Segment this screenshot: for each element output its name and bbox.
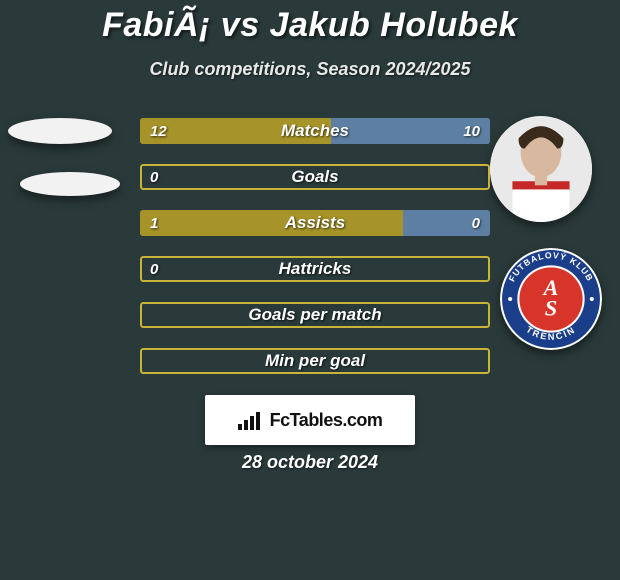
player-left-avatar-placeholder-1	[8, 118, 112, 144]
stat-value-right: 0	[462, 210, 490, 236]
stat-row: Min per goal	[140, 348, 490, 374]
brand-signal-icon	[238, 410, 264, 430]
stat-label: Min per goal	[140, 348, 490, 374]
stat-value-left: 0	[140, 164, 168, 190]
stat-value-left: 12	[140, 118, 177, 144]
badge-icon: A S FUTBALOVÝ KLUB TRENČÍN	[500, 248, 602, 350]
stat-row: Goals0	[140, 164, 490, 190]
stat-label: Assists	[140, 210, 490, 236]
page-subtitle: Club competitions, Season 2024/2025	[0, 59, 620, 80]
stat-bars: Matches1210Goals0Assists10Hattricks0Goal…	[140, 118, 490, 394]
stat-row: Assists1 0	[140, 210, 490, 236]
stat-value-right: 10	[453, 118, 490, 144]
stat-row: Goals per match	[140, 302, 490, 328]
stat-label: Goals	[140, 164, 490, 190]
player-left-avatar-placeholder-2	[20, 172, 120, 196]
brand-text: FcTables.com	[270, 410, 383, 431]
player-right-avatar	[490, 116, 592, 222]
stat-value-left: 1	[140, 210, 168, 236]
stat-row: Hattricks0	[140, 256, 490, 282]
avatar-icon	[490, 116, 592, 222]
stat-label: Matches	[140, 118, 490, 144]
stat-label: Hattricks	[140, 256, 490, 282]
stat-label: Goals per match	[140, 302, 490, 328]
page-title: FabiÃ¡ vs Jakub Holubek	[0, 0, 620, 45]
svg-text:S: S	[545, 295, 557, 320]
stat-value-left: 0	[140, 256, 168, 282]
footer-date: 28 october 2024	[0, 452, 620, 473]
brand-footer: FcTables.com	[205, 395, 415, 445]
club-badge: A S FUTBALOVÝ KLUB TRENČÍN	[500, 248, 602, 350]
stat-row: Matches12 10	[140, 118, 490, 144]
